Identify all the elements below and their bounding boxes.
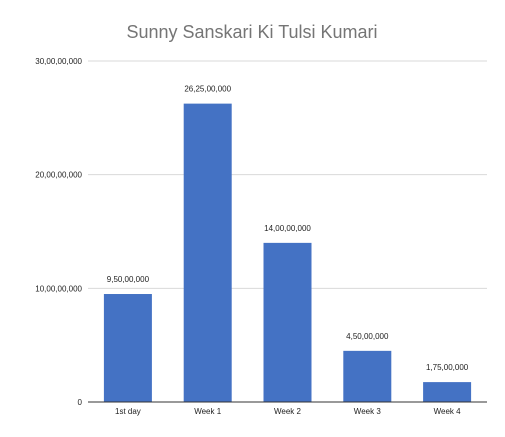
x-tick-label: 1st day [115,407,141,416]
x-tick-label: Week 4 [434,407,462,416]
y-tick-label: 20,00,00,000 [35,171,82,180]
data-label: 9,50,00,000 [107,275,150,284]
x-tick-label: Week 1 [194,407,222,416]
bars [103,103,472,402]
y-tick-label: 30,00,00,000 [35,57,82,66]
data-label: 4,50,00,000 [346,332,389,341]
data-label: 14,00,00,000 [264,224,311,233]
chart-title: Sunny Sanskari Ki Tulsi Kumari [126,22,377,42]
y-tick-label: 0 [78,398,83,407]
bar [183,103,232,402]
x-axis-ticks: 1st day Week 1 Week 2 Week 3 Week 4 [115,407,461,416]
data-label: 26,25,00,000 [184,85,231,94]
data-label: 1,75,00,000 [426,363,469,372]
bar [263,242,312,402]
bar [343,350,392,402]
y-axis-ticks: 0 10,00,00,000 20,00,00,000 30,00,00,000 [35,57,82,407]
x-tick-label: Week 3 [354,407,382,416]
data-labels: 9,50,00,000 26,25,00,000 14,00,00,000 4,50,… [107,85,469,372]
bar [423,382,472,402]
bar [103,294,152,402]
x-tick-label: Week 2 [274,407,302,416]
y-tick-label: 10,00,00,000 [35,284,82,293]
